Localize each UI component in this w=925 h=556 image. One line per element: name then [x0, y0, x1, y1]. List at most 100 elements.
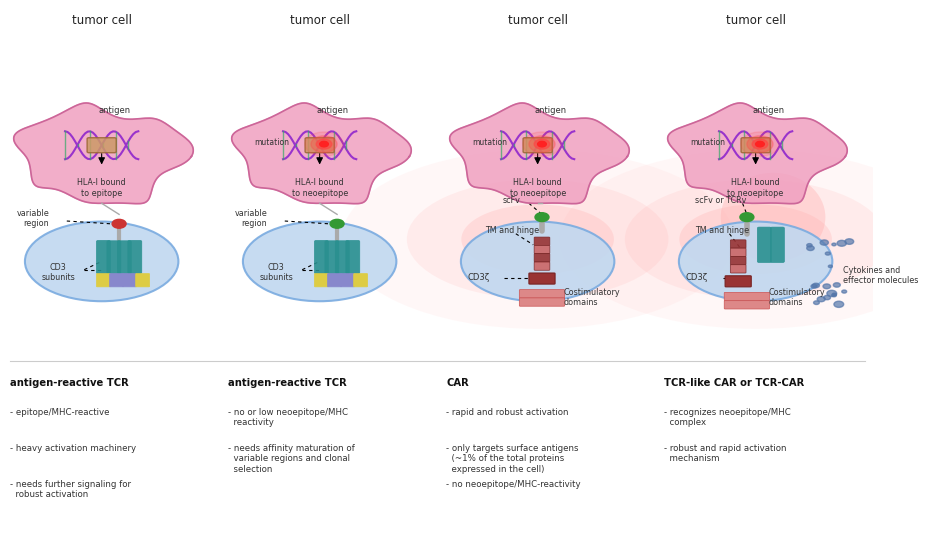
Circle shape	[320, 141, 328, 147]
Circle shape	[305, 132, 343, 156]
Text: tumor cell: tumor cell	[508, 14, 568, 27]
Text: Costimulatory
domains: Costimulatory domains	[564, 287, 621, 307]
Text: CD3
subunits: CD3 subunits	[42, 263, 75, 282]
Text: HLA-I bound
to neoepitope: HLA-I bound to neoepitope	[510, 178, 566, 198]
Text: - heavy activation machinery: - heavy activation machinery	[10, 444, 136, 453]
FancyBboxPatch shape	[731, 240, 746, 248]
FancyBboxPatch shape	[123, 274, 137, 287]
FancyBboxPatch shape	[534, 254, 549, 262]
Text: tumor cell: tumor cell	[725, 14, 785, 27]
FancyBboxPatch shape	[731, 248, 746, 256]
Text: variable
region: variable region	[235, 208, 267, 228]
FancyBboxPatch shape	[336, 241, 350, 274]
Circle shape	[845, 239, 854, 244]
Circle shape	[825, 252, 831, 255]
Text: antigen-reactive TCR: antigen-reactive TCR	[228, 378, 347, 388]
FancyBboxPatch shape	[731, 256, 746, 265]
Circle shape	[534, 139, 549, 149]
FancyBboxPatch shape	[724, 301, 770, 309]
FancyBboxPatch shape	[724, 292, 770, 301]
Circle shape	[820, 240, 829, 245]
Text: TM and hinge: TM and hinge	[695, 226, 748, 236]
Circle shape	[537, 141, 547, 147]
Circle shape	[316, 139, 332, 149]
Circle shape	[812, 283, 820, 287]
Text: - only targets surface antigens
  (~1% of the total proteins
  expressed in the : - only targets surface antigens (~1% of …	[446, 444, 578, 474]
Ellipse shape	[679, 205, 832, 274]
FancyBboxPatch shape	[534, 245, 549, 254]
FancyBboxPatch shape	[353, 274, 367, 287]
Text: CD3
subunits: CD3 subunits	[259, 263, 293, 282]
FancyBboxPatch shape	[523, 138, 552, 153]
FancyBboxPatch shape	[109, 274, 123, 287]
Text: - rapid and robust activation: - rapid and robust activation	[446, 408, 569, 417]
Ellipse shape	[721, 173, 825, 261]
Text: antigen-reactive TCR: antigen-reactive TCR	[10, 378, 129, 388]
Circle shape	[842, 290, 846, 293]
Text: CD3ζ: CD3ζ	[685, 274, 708, 282]
FancyBboxPatch shape	[325, 241, 339, 274]
FancyBboxPatch shape	[725, 276, 751, 287]
Text: Costimulatory
domains: Costimulatory domains	[769, 287, 825, 307]
Circle shape	[741, 132, 779, 156]
Circle shape	[814, 301, 820, 305]
FancyBboxPatch shape	[117, 241, 131, 274]
Text: - robust and rapid activation
  mechanism: - robust and rapid activation mechanism	[664, 444, 786, 463]
Ellipse shape	[243, 222, 397, 301]
FancyBboxPatch shape	[346, 240, 360, 274]
Text: scFv: scFv	[502, 196, 521, 205]
FancyBboxPatch shape	[771, 227, 784, 262]
Text: tumor cell: tumor cell	[71, 14, 131, 27]
Text: TCR-like CAR or TCR-CAR: TCR-like CAR or TCR-CAR	[664, 378, 805, 388]
Text: antigen: antigen	[99, 106, 130, 115]
FancyBboxPatch shape	[534, 237, 549, 245]
Ellipse shape	[341, 150, 734, 329]
Text: mutation: mutation	[472, 138, 507, 147]
Ellipse shape	[679, 222, 832, 301]
Circle shape	[832, 243, 836, 246]
Circle shape	[823, 284, 831, 289]
FancyBboxPatch shape	[96, 240, 110, 274]
FancyBboxPatch shape	[519, 298, 564, 306]
Text: - needs further signaling for
  robust activation: - needs further signaling for robust act…	[10, 480, 131, 499]
Text: antigen: antigen	[316, 106, 349, 115]
FancyBboxPatch shape	[327, 274, 341, 287]
Circle shape	[112, 220, 126, 228]
FancyBboxPatch shape	[534, 262, 549, 270]
Circle shape	[807, 246, 814, 251]
Text: - recognizes neoepitope/MHC
  complex: - recognizes neoepitope/MHC complex	[664, 408, 791, 428]
Text: tumor cell: tumor cell	[290, 14, 350, 27]
Circle shape	[523, 132, 561, 156]
Text: HLA-I bound
to epitope: HLA-I bound to epitope	[78, 178, 126, 198]
Ellipse shape	[560, 150, 925, 329]
Circle shape	[752, 139, 768, 149]
FancyBboxPatch shape	[305, 138, 334, 153]
Circle shape	[756, 141, 764, 147]
FancyBboxPatch shape	[314, 274, 328, 287]
Circle shape	[832, 293, 836, 296]
FancyBboxPatch shape	[340, 274, 354, 287]
FancyBboxPatch shape	[758, 227, 771, 262]
Text: mutation: mutation	[254, 138, 290, 147]
Circle shape	[535, 213, 549, 222]
Circle shape	[833, 283, 840, 287]
Ellipse shape	[624, 180, 886, 299]
Text: scFv or TCRv: scFv or TCRv	[695, 196, 746, 205]
Circle shape	[823, 295, 831, 300]
Text: CD3ζ: CD3ζ	[467, 274, 489, 282]
FancyBboxPatch shape	[128, 240, 142, 274]
Ellipse shape	[25, 222, 179, 301]
FancyBboxPatch shape	[136, 274, 150, 287]
Text: HLA-I bound
to neoepitope: HLA-I bound to neoepitope	[291, 178, 348, 198]
FancyBboxPatch shape	[519, 290, 564, 298]
FancyBboxPatch shape	[741, 138, 771, 153]
Circle shape	[529, 136, 555, 152]
Text: - epitope/MHC-reactive: - epitope/MHC-reactive	[10, 408, 109, 417]
Polygon shape	[14, 103, 193, 203]
FancyBboxPatch shape	[107, 241, 121, 274]
Text: - needs affinity maturation of
  variable regions and clonal
  selection: - needs affinity maturation of variable …	[228, 444, 355, 474]
Circle shape	[740, 213, 754, 222]
FancyBboxPatch shape	[96, 274, 110, 287]
Polygon shape	[231, 103, 412, 203]
Circle shape	[828, 265, 832, 267]
